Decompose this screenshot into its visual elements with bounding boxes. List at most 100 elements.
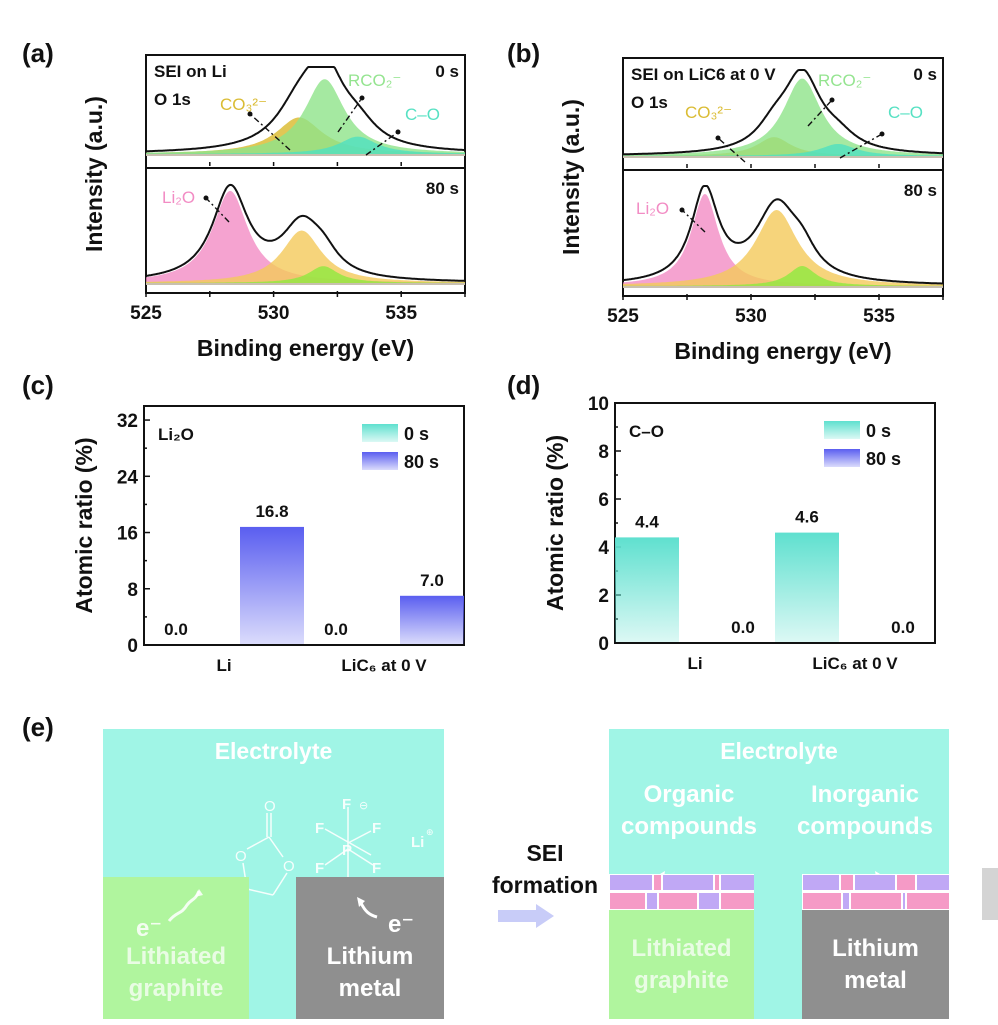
fit-component-li2o: [146, 190, 465, 283]
data-label: 4.4: [635, 512, 659, 531]
data-label: 0.0: [164, 620, 188, 639]
graphite-label-line1: Lithiated: [126, 943, 226, 970]
data-label: 0.0: [731, 618, 755, 637]
svg-text:F: F: [372, 860, 381, 877]
annotation-arrow: [807, 99, 833, 127]
legend-swatch-0s: [362, 424, 398, 442]
li-ion-label: Li: [411, 834, 424, 851]
svg-text:⊕: ⊕: [426, 827, 433, 837]
data-label: 0.0: [324, 620, 348, 639]
graphite-label-after-line2: graphite: [634, 967, 729, 994]
arrow-head: [203, 195, 209, 201]
arrow-head: [679, 207, 685, 213]
core-level-label: O 1s: [154, 90, 191, 109]
fit-component-li2o: [623, 194, 943, 286]
time-label: 0 s: [435, 62, 459, 81]
panel-label-b: (b): [507, 38, 541, 68]
y-axis-label: Atomic ratio (%): [542, 435, 568, 611]
peak-label-c-o: C–O: [405, 105, 440, 124]
y-tick-label: 10: [588, 394, 609, 415]
envelope-curve: [622, 185, 943, 285]
x-category-label: Li: [687, 654, 702, 673]
envelope-curve: [623, 69, 943, 156]
annotation-arrow: [717, 137, 746, 163]
sample-label: SEI on LiC6 at 0 V: [631, 65, 776, 84]
envelope-curve: [145, 183, 465, 282]
y-tick-label: 32: [117, 411, 138, 432]
x-tick-label: 525: [130, 303, 162, 324]
fit-component-rco2-: [146, 266, 465, 283]
sei-layer-metal: [802, 874, 949, 910]
arrow-head: [359, 95, 365, 101]
arrow-head: [395, 129, 401, 135]
x-axis-label: Binding energy (eV): [197, 335, 414, 361]
x-tick-label: 530: [258, 303, 290, 324]
x-category-label: LiC₆ at 0 V: [341, 656, 427, 675]
data-label: 0.0: [891, 618, 915, 637]
core-level-label: O 1s: [631, 93, 668, 112]
metal-label-after-line1: Lithium: [832, 935, 919, 962]
annotation-arrow: [839, 133, 883, 159]
bar-chart-c: 0 8 16 24 32 0.0 16.8 Li 0.0 7.0 LiC₆ at 0 V Li₂O 0 …: [71, 405, 465, 675]
x-category-label: LiC₆ at 0 V: [812, 654, 898, 673]
x-category-label: Li: [216, 656, 231, 675]
watermark-shape: [982, 868, 998, 920]
fit-component-c-o: [623, 144, 943, 156]
organic-label-line2: compounds: [621, 813, 757, 840]
chart-inner-title: C–O: [629, 422, 664, 441]
svg-text:F: F: [315, 820, 324, 837]
fit-component-rco2-: [623, 78, 943, 156]
peak-label-rco2-: RCO₂⁻: [348, 71, 401, 90]
y-tick-label: 2: [598, 586, 609, 607]
peak-label-co3-2-: CO₃²⁻: [220, 95, 267, 114]
x-tick-label: 535: [863, 306, 895, 327]
envelope-curve: [145, 66, 465, 153]
plot-frame: [622, 57, 944, 297]
graphite-label-line2: graphite: [128, 975, 224, 1002]
panel-label-e: (e): [22, 712, 54, 742]
x-tick-label: 530: [735, 306, 767, 327]
chart-inner-title: Li₂O: [158, 425, 194, 444]
peak-label-li2o: Li₂O: [162, 188, 195, 207]
metal-label-after-line2: metal: [844, 967, 907, 994]
fit-component-co3-2-: [623, 210, 943, 286]
diagram-before: Electrolyte O O O F ⊖ F F P: [103, 729, 444, 1019]
legend-swatch-0s: [824, 421, 860, 439]
svg-text:F: F: [342, 796, 351, 813]
data-label: 16.8: [255, 502, 288, 521]
plot-frame: [145, 54, 466, 294]
graphite-label-after-line1: Lithiated: [631, 935, 732, 962]
arrow-head: [247, 111, 253, 117]
arrow-head: [829, 97, 835, 103]
peak-label-co3-2-: CO₃²⁻: [685, 103, 732, 122]
fit-component-rco2-: [146, 79, 465, 154]
y-axis-label: Intensity (a.u.): [81, 96, 107, 252]
legend-swatch-80s: [362, 452, 398, 470]
y-tick-label: 4: [598, 538, 609, 559]
xps-chart-b: 0 s 80 s CO₃²⁻ RCO₂⁻ C–O SEI on LiC6 at 0 V O …: [558, 57, 944, 364]
plot-frame: [143, 405, 465, 646]
annotation-arrow: [249, 113, 291, 151]
fit-component-co3-2-: [146, 230, 465, 283]
y-tick-label: 24: [117, 467, 139, 488]
sei-formation-arrow-icon: [498, 904, 554, 928]
y-tick-label: 8: [598, 442, 609, 463]
electrolyte-label: Electrolyte: [214, 738, 333, 764]
sei-formation-label-line1: SEI: [526, 840, 564, 866]
diagram-after: Electrolyte Organic compounds Inorganic …: [609, 729, 949, 1019]
ethylene-carbonate-molecule: [242, 813, 288, 896]
inorganic-label-line2: compounds: [797, 813, 933, 840]
electron-emission-icon: [357, 897, 378, 919]
lithiated-graphite-block-after: [609, 910, 754, 1019]
peak-label-rco2-: RCO₂⁻: [818, 71, 871, 90]
fit-component-rco2-: [623, 266, 943, 286]
time-label: 80 s: [426, 179, 459, 198]
legend-label: 0 s: [404, 424, 429, 444]
annotation-arrow: [365, 131, 399, 156]
xps-chart-a: 0 s 80 s CO₃²⁻ RCO₂⁻C–O SEI on Li O 1s Li₂O 525…: [81, 54, 466, 361]
data-label: 7.0: [420, 571, 444, 590]
legend-label: 80 s: [866, 449, 901, 469]
pf6-molecule: [324, 807, 374, 877]
legend-swatch-80s: [824, 449, 860, 467]
sei-formation-label-line2: formation: [491, 872, 599, 898]
